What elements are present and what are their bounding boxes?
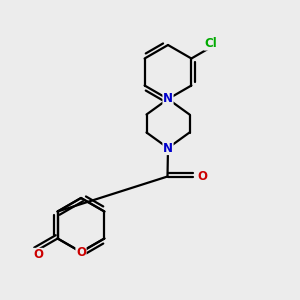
Text: O: O — [76, 245, 86, 259]
Text: Cl: Cl — [204, 37, 217, 50]
Text: O: O — [33, 248, 43, 261]
Text: N: N — [163, 92, 173, 106]
Text: N: N — [163, 142, 173, 154]
Text: O: O — [197, 170, 207, 183]
